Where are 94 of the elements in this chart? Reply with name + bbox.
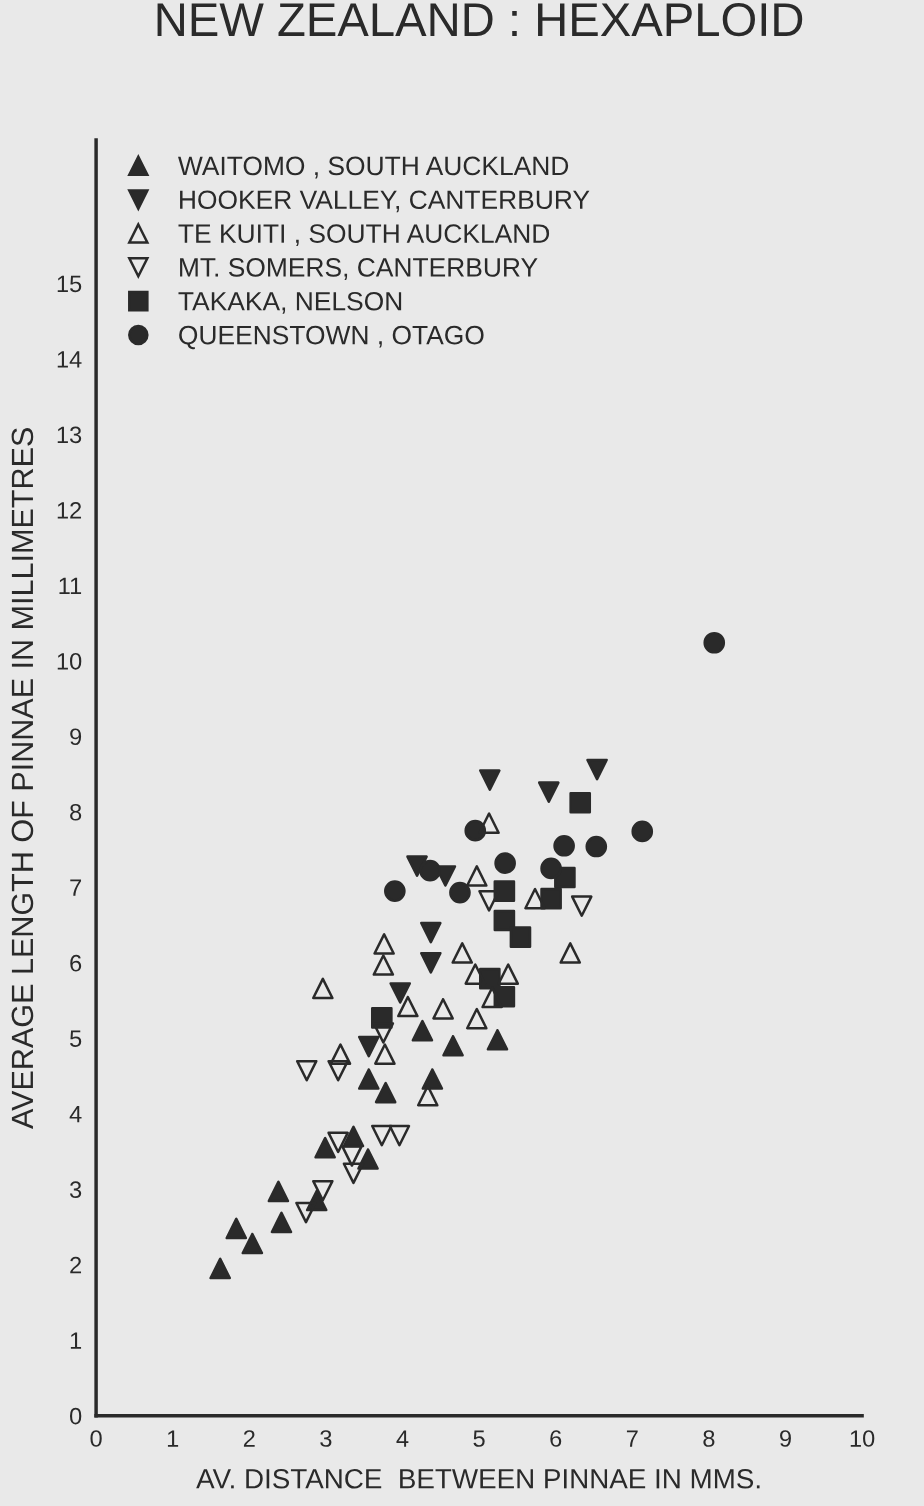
point (357, 1068, 380, 1090)
point (357, 1148, 379, 1170)
point (374, 1081, 397, 1104)
point (585, 835, 608, 858)
point (442, 1034, 464, 1057)
point (357, 1035, 380, 1058)
x-tick-label: 5 (473, 1430, 485, 1447)
point (370, 1124, 393, 1147)
point (312, 977, 334, 1000)
point (493, 909, 516, 932)
y-tick-label: 8 (70, 803, 82, 821)
point (537, 781, 560, 804)
x-tick-label: 2 (243, 1430, 255, 1447)
y-tick-label: 3 (69, 1181, 82, 1198)
point (553, 834, 575, 857)
y-tick-label: 10 (57, 652, 82, 670)
point (388, 1124, 411, 1147)
point (397, 995, 419, 1018)
point (570, 895, 593, 917)
point (559, 942, 582, 964)
point (341, 1145, 363, 1167)
point (524, 887, 546, 910)
point (465, 1007, 488, 1030)
point (225, 1217, 248, 1240)
y-tick-label: 14 (57, 351, 82, 368)
point (372, 954, 395, 976)
y-tick-label: 0 (70, 1407, 82, 1425)
point (703, 631, 726, 654)
x-tick-label: 10 (850, 1430, 875, 1447)
legend-label: WAITOMO , SOUTH AUCKLAND (178, 156, 569, 179)
point (241, 1232, 264, 1255)
point (451, 942, 474, 964)
point (420, 951, 442, 974)
point (481, 986, 503, 1009)
point (486, 1028, 509, 1051)
point (270, 1211, 293, 1234)
y-tick-label: 4 (69, 1106, 82, 1123)
y-tick-label: 11 (59, 577, 82, 594)
point (421, 1068, 444, 1090)
x-tick-label: 9 (780, 1430, 791, 1447)
y-tick-label: 2 (70, 1256, 82, 1274)
point (327, 1059, 349, 1082)
point (329, 1043, 352, 1065)
point (494, 852, 516, 874)
point (384, 880, 406, 902)
point (389, 982, 412, 1004)
point (314, 1136, 336, 1159)
chart-title: NEW ZEALAND : HEXAPLOID (157, 2, 803, 37)
legend-label: HOOKER VALLEY, CANTERBURY (180, 190, 590, 213)
point (373, 933, 395, 955)
point (267, 1180, 290, 1203)
x-tick-label: 3 (320, 1430, 332, 1447)
point (569, 791, 592, 814)
point (479, 769, 501, 791)
x-tick-label: 1 (167, 1430, 179, 1447)
point (497, 963, 520, 985)
point (295, 1059, 318, 1082)
y-tick-label: 6 (70, 954, 82, 972)
y-tick-label: 13 (57, 426, 82, 444)
y-axis-title: AVERAGE LENGTH OF PINNAE IN MILLIMETRES (11, 428, 34, 1129)
point (540, 887, 562, 910)
y-tick-label: 5 (70, 1030, 82, 1048)
point (342, 1162, 365, 1185)
legend-label: TE KUITI , SOUTH AUCKLAND (178, 224, 550, 247)
point (374, 1043, 396, 1065)
legend-label: TAKAKA, NELSON (178, 291, 402, 314)
point (540, 857, 562, 880)
point (449, 881, 471, 904)
point (586, 758, 608, 781)
x-tick-label: 6 (550, 1430, 562, 1447)
point (411, 1019, 434, 1042)
y-tick-label: 7 (70, 879, 82, 896)
y-tick-label: 1 (70, 1332, 82, 1349)
y-tick-label: 12 (57, 501, 82, 519)
x-tick-label: 0 (90, 1430, 102, 1447)
x-tick-label: 8 (703, 1430, 715, 1447)
legend-label: MT. SOMERS, CANTERBURY (180, 258, 538, 280)
x-axis-title: AV. DISTANCE BETWEEN PINNAE IN MMS. (196, 1468, 760, 1489)
point (493, 880, 516, 902)
x-tick-label: 7 (626, 1430, 638, 1447)
point (209, 1257, 232, 1280)
y-tick-label: 9 (70, 728, 82, 746)
point (406, 855, 428, 877)
x-tick-label: 4 (396, 1430, 409, 1447)
point (509, 926, 532, 948)
point (312, 1179, 334, 1202)
legend-label: QUEENSTOWN , OTAGO (179, 325, 484, 350)
point (420, 921, 442, 944)
point (465, 865, 488, 887)
y-tick-label: 15 (57, 275, 82, 293)
point (419, 859, 441, 882)
point (432, 997, 454, 1020)
point (327, 1131, 349, 1154)
point (631, 820, 654, 843)
